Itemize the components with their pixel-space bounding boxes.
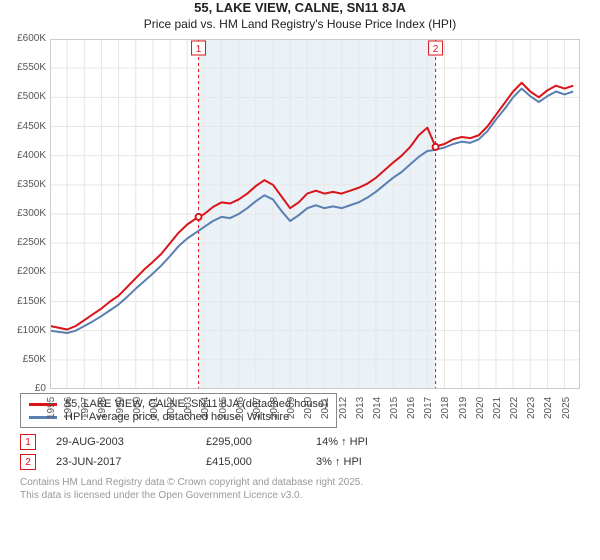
x-tick-label: 2009 <box>286 397 297 419</box>
footnote-line: This data is licensed under the Open Gov… <box>20 489 590 502</box>
x-tick-label: 2017 <box>423 397 434 419</box>
event-date: 29-AUG-2003 <box>56 436 206 448</box>
x-tick-label: 1997 <box>80 397 91 419</box>
chart: 12 £0£50K£100K£150K£200K£250K£300K£350K£… <box>50 39 590 389</box>
event-table: 1 29-AUG-2003£295,00014% ↑ HPI 2 23-JUN-201… <box>20 434 590 470</box>
y-tick-label: £600K <box>17 33 46 44</box>
x-tick-label: 2014 <box>372 397 383 419</box>
svg-text:1: 1 <box>196 44 202 55</box>
event-marker: 1 <box>20 434 36 450</box>
x-tick-label: 2002 <box>166 397 177 419</box>
page-subtitle: Price paid vs. HM Land Registry's House … <box>0 17 600 31</box>
x-tick-label: 2006 <box>235 397 246 419</box>
x-tick-label: 1998 <box>97 397 108 419</box>
x-tick-label: 2011 <box>320 397 331 419</box>
x-tick-label: 1995 <box>46 397 57 419</box>
y-tick-label: £550K <box>17 62 46 73</box>
x-tick-label: 2001 <box>149 397 160 419</box>
x-tick-label: 2018 <box>440 397 451 419</box>
y-tick-label: £200K <box>17 266 46 277</box>
svg-text:2: 2 <box>433 44 439 55</box>
y-tick-label: £250K <box>17 237 46 248</box>
x-tick-label: 2020 <box>475 397 486 419</box>
event-hpi: 14% ↑ HPI <box>316 436 368 448</box>
x-tick-label: 2015 <box>389 397 400 419</box>
footnote: Contains HM Land Registry data © Crown c… <box>20 476 590 502</box>
event-row: 1 29-AUG-2003£295,00014% ↑ HPI <box>20 434 590 450</box>
x-tick-label: 2016 <box>406 397 417 419</box>
y-tick-label: £400K <box>17 150 46 161</box>
chart-svg: 12 <box>50 39 580 389</box>
x-tick-label: 2025 <box>561 397 572 419</box>
x-tick-label: 2003 <box>183 397 194 419</box>
y-tick-label: £50K <box>23 354 46 365</box>
event-price: £295,000 <box>206 436 316 448</box>
y-tick-label: £450K <box>17 121 46 132</box>
x-tick-label: 2012 <box>338 397 349 419</box>
x-tick-label: 2013 <box>355 397 366 419</box>
x-tick-label: 1999 <box>115 397 126 419</box>
y-tick-label: £350K <box>17 179 46 190</box>
x-tick-label: 2007 <box>252 397 263 419</box>
x-tick-label: 2021 <box>492 397 503 419</box>
x-tick-label: 1996 <box>63 397 74 419</box>
page-title: 55, LAKE VIEW, CALNE, SN11 8JA <box>0 0 600 15</box>
x-tick-label: 2005 <box>218 397 229 419</box>
x-tick-label: 2023 <box>526 397 537 419</box>
x-tick-label: 2010 <box>303 397 314 419</box>
x-tick-label: 2024 <box>543 397 554 419</box>
y-tick-label: £150K <box>17 296 46 307</box>
x-tick-label: 2022 <box>509 397 520 419</box>
y-tick-label: £100K <box>17 325 46 336</box>
event-date: 23-JUN-2017 <box>56 456 206 468</box>
y-tick-label: £0 <box>35 383 46 394</box>
x-tick-label: 2004 <box>200 397 211 419</box>
event-hpi: 3% ↑ HPI <box>316 456 362 468</box>
event-marker: 2 <box>20 454 36 470</box>
footnote-line: Contains HM Land Registry data © Crown c… <box>20 476 590 489</box>
event-price: £415,000 <box>206 456 316 468</box>
x-tick-label: 2008 <box>269 397 280 419</box>
x-tick-label: 2019 <box>458 397 469 419</box>
y-tick-label: £300K <box>17 208 46 219</box>
x-tick-label: 2000 <box>132 397 143 419</box>
event-row: 2 23-JUN-2017£415,0003% ↑ HPI <box>20 454 590 470</box>
y-tick-label: £500K <box>17 91 46 102</box>
